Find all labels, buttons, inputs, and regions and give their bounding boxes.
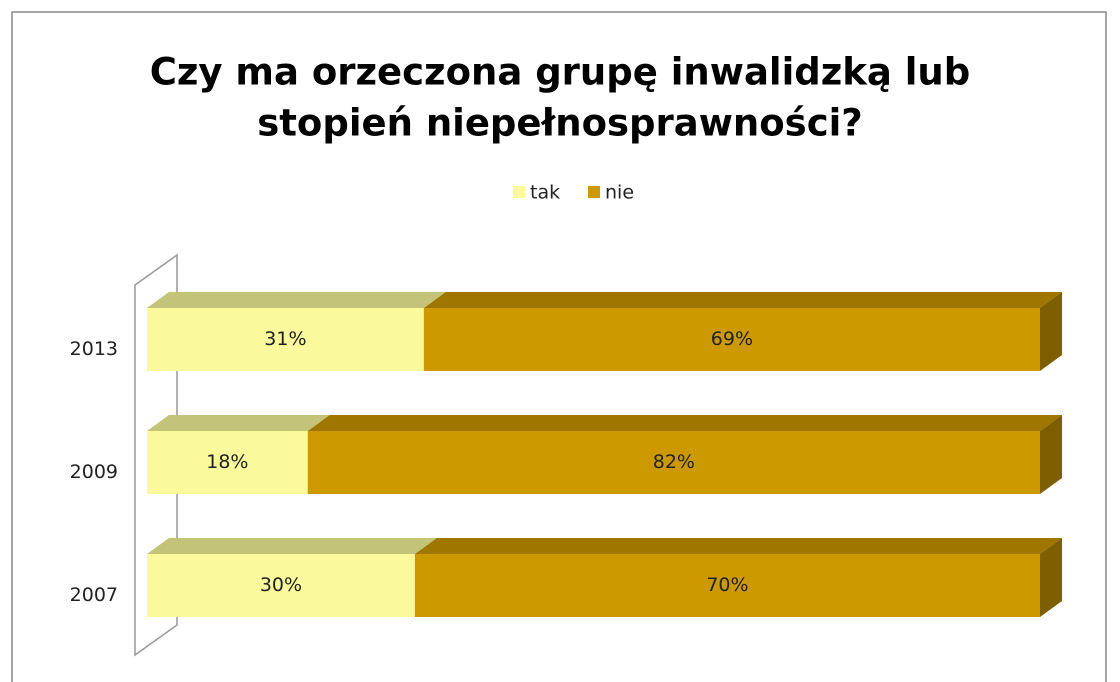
bar-top xyxy=(423,292,1063,308)
data-label: 31% xyxy=(264,328,306,350)
bar xyxy=(147,431,308,494)
bar-top xyxy=(307,415,1062,431)
bar-side xyxy=(1040,292,1062,371)
data-label: 30% xyxy=(260,574,302,596)
bar-top xyxy=(414,538,1062,554)
bar xyxy=(307,431,1040,494)
data-label: 69% xyxy=(711,328,753,350)
bar xyxy=(423,308,1041,371)
data-label: 82% xyxy=(653,451,695,473)
bar-side xyxy=(1040,415,1062,494)
bar-top xyxy=(147,292,446,308)
frame xyxy=(11,11,1107,682)
bar-side xyxy=(1040,538,1062,617)
y-tick-label: 2009 xyxy=(70,461,118,483)
bar xyxy=(414,554,1040,617)
bar xyxy=(147,308,424,371)
bar xyxy=(147,554,415,617)
y-tick-label: 2013 xyxy=(70,338,118,360)
bar-top xyxy=(147,415,330,431)
legend-label: nie xyxy=(605,182,634,204)
legend-label: tak xyxy=(530,182,560,204)
data-label: 18% xyxy=(206,451,248,473)
wall xyxy=(134,253,178,657)
y-tick-label: 2007 xyxy=(70,584,118,606)
legend-swatch xyxy=(513,186,525,198)
legend-swatch xyxy=(588,186,600,198)
data-label: 70% xyxy=(706,574,748,596)
chart-title: stopień niepełnosprawności? xyxy=(257,102,863,145)
chart-title: Czy ma orzeczona grupę inwalidzką lub xyxy=(150,51,971,94)
bar-top xyxy=(147,538,437,554)
